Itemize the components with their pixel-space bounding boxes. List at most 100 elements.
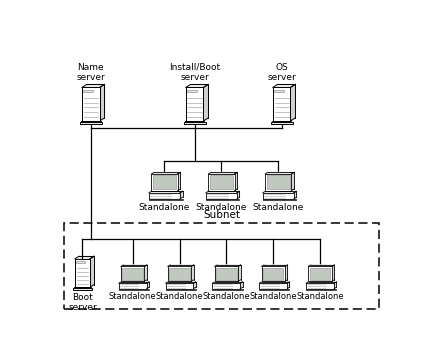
Bar	[310, 268, 330, 280]
Bar	[259, 283, 287, 288]
Text: Standalone: Standalone	[253, 203, 304, 212]
Bar	[74, 287, 91, 288]
Bar	[184, 122, 206, 124]
Bar	[265, 174, 292, 191]
Bar	[208, 174, 235, 191]
Bar	[149, 199, 183, 200]
Polygon shape	[168, 265, 194, 267]
Bar	[270, 122, 293, 124]
Polygon shape	[100, 84, 105, 121]
Bar	[185, 121, 204, 122]
Polygon shape	[306, 282, 337, 283]
Text: Standalone: Standalone	[296, 292, 344, 301]
Bar	[306, 283, 334, 288]
Polygon shape	[144, 265, 147, 281]
Polygon shape	[265, 172, 294, 174]
Bar	[215, 267, 238, 281]
Bar	[206, 193, 237, 199]
Bar	[149, 193, 180, 199]
Text: Standalone: Standalone	[196, 203, 247, 212]
Polygon shape	[119, 282, 149, 283]
Polygon shape	[263, 191, 296, 193]
Polygon shape	[165, 282, 196, 283]
Polygon shape	[285, 265, 287, 281]
Bar	[119, 288, 149, 290]
Bar	[80, 122, 102, 124]
Polygon shape	[334, 282, 337, 288]
Text: Name
server: Name server	[76, 63, 105, 82]
Polygon shape	[332, 265, 334, 281]
Text: Boot
server: Boot server	[68, 293, 97, 312]
Polygon shape	[146, 282, 149, 288]
Polygon shape	[290, 84, 295, 121]
Polygon shape	[237, 191, 239, 199]
Polygon shape	[213, 282, 243, 283]
Text: Install/Boot
server: Install/Boot server	[169, 63, 220, 82]
Bar	[73, 288, 92, 290]
Bar	[213, 288, 243, 290]
Polygon shape	[235, 172, 237, 191]
Polygon shape	[180, 191, 183, 199]
Bar	[273, 88, 290, 121]
Polygon shape	[287, 282, 289, 288]
Polygon shape	[151, 172, 180, 174]
Polygon shape	[82, 84, 105, 88]
Polygon shape	[273, 84, 295, 88]
Bar	[169, 268, 190, 280]
Bar	[213, 283, 240, 288]
Bar	[263, 268, 283, 280]
Text: Standalone: Standalone	[250, 292, 297, 301]
Polygon shape	[308, 265, 334, 267]
Bar	[263, 193, 294, 199]
Polygon shape	[186, 84, 208, 88]
Polygon shape	[178, 172, 180, 191]
Bar	[210, 175, 233, 189]
Polygon shape	[206, 191, 239, 193]
Bar	[83, 90, 93, 92]
Polygon shape	[149, 191, 183, 193]
Polygon shape	[292, 172, 294, 191]
Bar	[64, 223, 379, 309]
Text: Standalone: Standalone	[109, 292, 156, 301]
Bar	[306, 288, 337, 290]
Bar	[187, 90, 197, 92]
Text: Subnet: Subnet	[203, 210, 240, 220]
Polygon shape	[208, 172, 237, 174]
Polygon shape	[191, 265, 194, 281]
Polygon shape	[261, 265, 287, 267]
Polygon shape	[215, 265, 241, 267]
Bar	[274, 90, 284, 92]
Bar	[261, 267, 285, 281]
Text: Standalone: Standalone	[139, 203, 190, 212]
Polygon shape	[121, 265, 147, 267]
Bar	[186, 88, 203, 121]
Bar	[153, 175, 176, 189]
Bar	[119, 283, 146, 288]
Bar	[168, 267, 191, 281]
Bar	[165, 283, 194, 288]
Bar	[272, 121, 291, 122]
Bar	[75, 259, 90, 287]
Bar	[82, 88, 100, 121]
Bar	[123, 268, 143, 280]
Polygon shape	[240, 282, 243, 288]
Polygon shape	[75, 256, 94, 259]
Bar	[81, 121, 101, 122]
Polygon shape	[194, 282, 196, 288]
Text: Standalone: Standalone	[156, 292, 203, 301]
Text: OS
server: OS server	[267, 63, 296, 82]
Bar	[259, 288, 289, 290]
Polygon shape	[259, 282, 289, 283]
Bar	[263, 199, 296, 200]
Text: Standalone: Standalone	[203, 292, 250, 301]
Bar	[267, 175, 290, 189]
Polygon shape	[90, 256, 94, 287]
Bar	[308, 267, 332, 281]
Bar	[76, 261, 85, 263]
Bar	[165, 288, 196, 290]
Bar	[121, 267, 144, 281]
Polygon shape	[203, 84, 208, 121]
Bar	[151, 174, 178, 191]
Polygon shape	[238, 265, 241, 281]
Bar	[206, 199, 239, 200]
